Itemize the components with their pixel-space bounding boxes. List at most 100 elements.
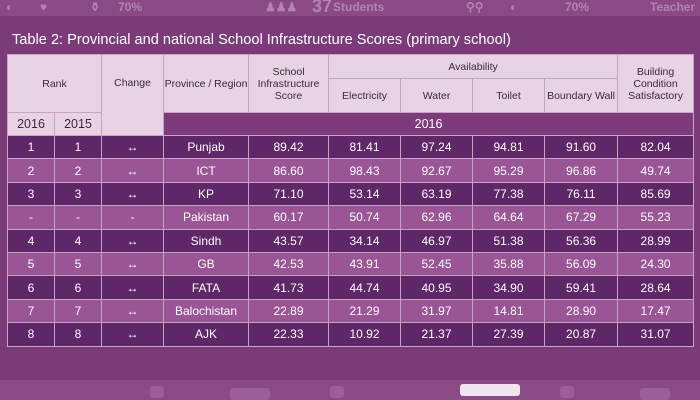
- banner-icon: [640, 388, 670, 400]
- cell-boundary: 28.90: [544, 298, 619, 324]
- cell-r2015: 6: [53, 275, 103, 300]
- cell-water: 63.19: [400, 181, 474, 207]
- cell-building: 28.64: [617, 275, 695, 300]
- banner-icon: ⚲⚲: [466, 0, 484, 14]
- cell-r2016: 7: [7, 298, 55, 324]
- cell-r2016: 4: [7, 228, 55, 253]
- cell-building: 24.30: [617, 251, 695, 277]
- cell-electricity: 50.74: [328, 205, 402, 230]
- cell-electricity: 43.91: [328, 251, 402, 277]
- cell-r2016: 1: [7, 134, 55, 160]
- header-band-year: 2016: [163, 112, 695, 136]
- cell-r2016: 3: [7, 181, 55, 207]
- cell-change: ↔: [101, 158, 165, 183]
- banner-icon: ◐: [6, 0, 14, 14]
- header-year-2016: 2016: [7, 112, 55, 136]
- cell-province: Balochistan: [163, 298, 250, 324]
- table-row: 7 7 ↔ Balochistan 22.89 21.29 31.97 14.81 28.90 1…: [7, 298, 695, 324]
- header-water: Water: [400, 78, 474, 113]
- decorative-banner-bottom: [0, 380, 700, 400]
- banner-text: 70%: [565, 0, 590, 14]
- table-row: - - - Pakistan 60.17 50.74 62.96 64.64 67.29 55.2…: [7, 205, 695, 230]
- cell-score: 60.17: [248, 205, 330, 230]
- cell-change: ↔: [101, 275, 165, 300]
- cell-r2015: 4: [53, 228, 103, 253]
- cell-r2016: 6: [7, 275, 55, 300]
- header-toilet: Toilet: [472, 78, 546, 113]
- cell-electricity: 81.41: [328, 134, 402, 160]
- cell-boundary: 67.29: [544, 205, 619, 230]
- header-province: Province / Region: [163, 54, 250, 113]
- table-row: 5 5 ↔ GB 42.53 43.91 52.45 35.88 56.09 24.30: [7, 251, 695, 277]
- cell-building: 17.47: [617, 298, 695, 324]
- cell-change: ↔: [101, 181, 165, 207]
- cell-r2015: -: [53, 205, 103, 230]
- banner-icon: [560, 386, 574, 398]
- cell-province: Punjab: [163, 134, 250, 160]
- banner-icon: ♟♟♟: [265, 0, 298, 14]
- cell-boundary: 56.09: [544, 251, 619, 277]
- cell-toilet: 35.88: [472, 251, 546, 277]
- cell-boundary: 76.11: [544, 181, 619, 207]
- header-electricity: Electricity: [328, 78, 402, 113]
- cell-toilet: 94.81: [472, 134, 546, 160]
- table-row: 3 3 ↔ KP 71.10 53.14 63.19 77.38 76.11 85.69: [7, 181, 695, 207]
- cell-score: 41.73: [248, 275, 330, 300]
- cell-province: GB: [163, 251, 250, 277]
- cell-province: Sindh: [163, 228, 250, 253]
- cell-province: ICT: [163, 158, 250, 183]
- banner-text: Teacher: [650, 0, 696, 14]
- cell-water: 31.97: [400, 298, 474, 324]
- cell-toilet: 95.29: [472, 158, 546, 183]
- cell-electricity: 21.29: [328, 298, 402, 324]
- infrastructure-table: Rank Change Province / Region School Inf…: [6, 54, 695, 347]
- banner-icon: ♥: [40, 0, 48, 14]
- banner-icon: [330, 386, 344, 398]
- cell-province: Pakistan: [163, 205, 250, 230]
- cell-building: 28.99: [617, 228, 695, 253]
- cell-score: 22.33: [248, 322, 330, 347]
- header-building: Building Condition Satisfactory: [617, 54, 695, 113]
- cell-r2015: 2: [53, 158, 103, 183]
- cell-boundary: 20.87: [544, 322, 619, 347]
- cell-r2015: 5: [53, 251, 103, 277]
- cell-r2015: 7: [53, 298, 103, 324]
- cell-building: 55.23: [617, 205, 695, 230]
- cell-building: 82.04: [617, 134, 695, 160]
- cell-electricity: 53.14: [328, 181, 402, 207]
- cell-toilet: 34.90: [472, 275, 546, 300]
- banner-icon: ◐: [510, 0, 518, 14]
- cell-toilet: 14.81: [472, 298, 546, 324]
- cell-toilet: 64.64: [472, 205, 546, 230]
- cell-province: AJK: [163, 322, 250, 347]
- cell-r2015: 8: [53, 322, 103, 347]
- banner-text: Students: [333, 0, 385, 14]
- cell-water: 97.24: [400, 134, 474, 160]
- cell-electricity: 10.92: [328, 322, 402, 347]
- header-change: Change: [101, 54, 165, 136]
- header-year-2015: 2015: [53, 112, 103, 136]
- cell-r2016: 5: [7, 251, 55, 277]
- cell-toilet: 27.39: [472, 322, 546, 347]
- header-rank: Rank: [6, 54, 103, 113]
- decorative-banner-top: ◐ ♥ ⚱ 70% ♟♟♟ 37 Students ⚲⚲ ◐ 70% Teach…: [0, 0, 700, 16]
- cell-boundary: 59.41: [544, 275, 619, 300]
- cell-r2015: 1: [53, 134, 103, 160]
- cell-water: 46.97: [400, 228, 474, 253]
- banner-icon: [230, 388, 270, 400]
- cell-r2016: -: [7, 205, 55, 230]
- cell-building: 49.74: [617, 158, 695, 183]
- table-row: 2 2 ↔ ICT 86.60 98.43 92.67 95.29 96.86 49.74: [7, 158, 695, 183]
- cell-score: 22.89: [248, 298, 330, 324]
- cell-change: ↔: [101, 134, 165, 160]
- cell-score: 71.10: [248, 181, 330, 207]
- header-score: School Infrastructure Score: [248, 54, 330, 113]
- cell-r2015: 3: [53, 181, 103, 207]
- cell-water: 92.67: [400, 158, 474, 183]
- cell-score: 42.53: [248, 251, 330, 277]
- cell-boundary: 96.86: [544, 158, 619, 183]
- cell-score: 89.42: [248, 134, 330, 160]
- banner-icon: [150, 386, 164, 398]
- table-row: 4 4 ↔ Sindh 43.57 34.14 46.97 51.38 56.36 28.99: [7, 228, 695, 253]
- cell-province: FATA: [163, 275, 250, 300]
